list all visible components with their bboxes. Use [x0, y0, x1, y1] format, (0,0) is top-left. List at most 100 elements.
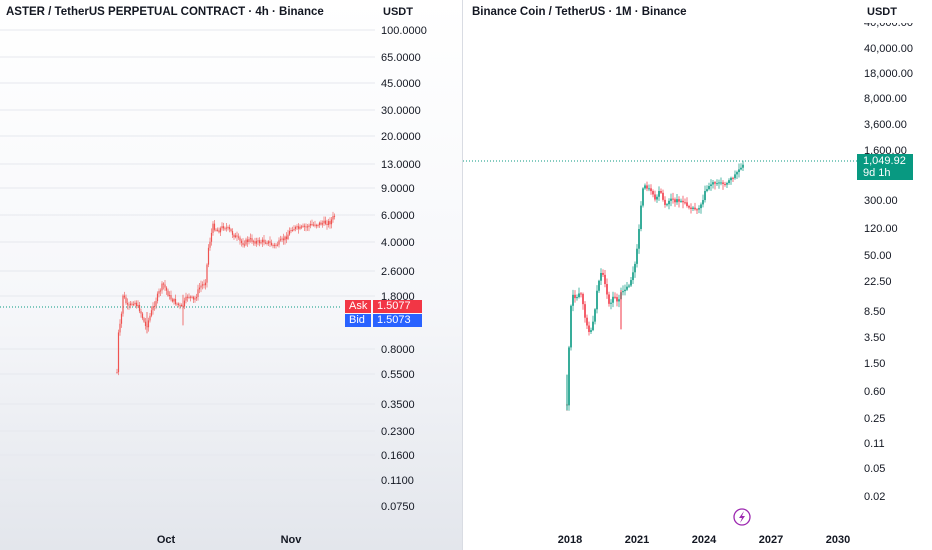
- left-candle-body: [153, 306, 156, 308]
- left-candle-body: [302, 225, 304, 227]
- right-chart-canvas[interactable]: 40,000.0018,000.008,000.003,600.001,600.…: [463, 0, 932, 550]
- left-candle-body: [320, 222, 322, 225]
- right-candle-body: [572, 294, 574, 306]
- right-candle-body: [692, 207, 694, 209]
- left-candle-body: [186, 296, 189, 298]
- left-candle-body: [303, 225, 306, 227]
- right-candle-body: [676, 199, 678, 203]
- left-candle-body: [296, 226, 298, 228]
- left-candle-body: [194, 298, 196, 300]
- left-price-tick: 0.1600: [381, 450, 415, 462]
- left-candle-body: [282, 238, 285, 241]
- left-currency-label[interactable]: USDT: [383, 6, 413, 18]
- left-candle-body: [245, 239, 247, 245]
- right-chart-pane[interactable]: Binance Coin / TetherUS · 1M · Binance U…: [463, 0, 932, 550]
- left-candle-body: [267, 241, 270, 244]
- left-candle-body: [185, 296, 187, 301]
- left-candle-body: [155, 301, 157, 307]
- left-candle-body: [171, 299, 174, 302]
- right-candle-body: [710, 184, 712, 187]
- right-price-tick: 22.50: [864, 276, 892, 288]
- left-candle-body: [161, 283, 163, 291]
- right-candle-body: [618, 299, 620, 302]
- right-candle-body: [672, 198, 674, 200]
- left-candle-body: [141, 313, 144, 319]
- left-candle-body: [276, 244, 279, 246]
- left-candle-body: [168, 295, 171, 297]
- right-candle-body: [686, 202, 688, 206]
- left-candle-body: [291, 230, 294, 232]
- right-candle-body: [576, 297, 578, 299]
- right-price-tick: 0.11: [864, 438, 885, 450]
- right-candle-body: [696, 209, 698, 211]
- right-year-tick: 2030: [826, 534, 850, 546]
- last-price-value: 1,049.92: [863, 155, 906, 167]
- lightning-icon[interactable]: [733, 508, 751, 526]
- right-candle-body: [654, 194, 656, 200]
- left-price-tick: 13.0000: [381, 159, 421, 171]
- left-candle-body: [222, 226, 225, 229]
- left-price-tick: 20.0000: [381, 131, 421, 143]
- left-candle-body: [126, 303, 129, 305]
- right-candle-body: [708, 186, 710, 190]
- right-candle-body: [718, 182, 720, 184]
- left-chart-canvas[interactable]: 100.0000 65.0000 45.0000 30.0000 20.0000 13.0…: [0, 0, 462, 550]
- left-price-tick: 0.8000: [381, 344, 415, 356]
- left-candle-body: [293, 228, 295, 231]
- left-candle-body: [270, 242, 273, 246]
- left-candle-body: [180, 304, 183, 306]
- right-candle-body: [634, 263, 636, 273]
- right-currency-label[interactable]: USDT: [867, 6, 897, 18]
- left-candle-body: [237, 236, 240, 238]
- left-candle-body: [147, 320, 150, 328]
- left-candle-body: [119, 323, 121, 333]
- right-candle-body: [704, 191, 706, 201]
- left-candle-body: [269, 241, 271, 243]
- right-candle-body: [642, 188, 644, 206]
- right-candle-body: [658, 191, 660, 197]
- right-price-tick: 300.00: [864, 195, 898, 207]
- right-candle-body: [738, 169, 740, 173]
- left-candle-body: [173, 299, 175, 302]
- left-candle-body: [285, 236, 288, 240]
- left-candle-body: [195, 296, 198, 299]
- right-candle-body: [722, 182, 724, 184]
- left-candle-body: [159, 290, 162, 292]
- right-candle-body: [574, 294, 576, 299]
- left-candle-body: [201, 284, 204, 286]
- left-price-tick: 2.6000: [381, 266, 415, 278]
- pane-divider[interactable]: [462, 0, 463, 550]
- right-candle-body: [596, 290, 598, 310]
- left-candle-body: [299, 226, 301, 229]
- left-candle-body: [122, 295, 124, 314]
- left-candle-body: [131, 303, 133, 305]
- left-price-tick: 100.0000: [381, 25, 427, 37]
- left-candle-body: [191, 296, 193, 298]
- right-candle-body: [608, 294, 610, 304]
- left-candle-body: [228, 227, 231, 230]
- right-candle-body: [742, 164, 744, 168]
- right-year-tick: 2027: [759, 534, 783, 546]
- left-candle-body: [200, 285, 202, 288]
- left-price-tick: 0.5500: [381, 369, 415, 381]
- left-price-tick: 0.3500: [381, 399, 415, 411]
- left-candle-body: [219, 228, 222, 233]
- left-candle-body: [261, 239, 264, 243]
- left-candle-body: [128, 304, 130, 306]
- right-price-tick: 0.25: [864, 413, 885, 425]
- lightning-bolt: [739, 511, 745, 523]
- left-candle-body: [188, 296, 190, 298]
- right-candle-body: [636, 248, 638, 264]
- left-chart-pane[interactable]: ASTER / TetherUS PERPETUAL CONTRACT · 4h…: [0, 0, 462, 550]
- right-candle-body: [716, 183, 718, 185]
- right-candle-body: [702, 200, 704, 205]
- right-candle-body: [734, 174, 736, 179]
- left-candle-body: [321, 223, 324, 225]
- left-candle-body: [281, 238, 283, 240]
- left-candle-body: [177, 303, 180, 305]
- left-candle-body: [209, 241, 211, 248]
- last-price-badge: 1,049.92 9d 1h: [857, 154, 913, 180]
- right-candle-body: [664, 199, 666, 205]
- right-candle-body: [626, 286, 628, 290]
- left-date-tick: Nov: [281, 534, 303, 546]
